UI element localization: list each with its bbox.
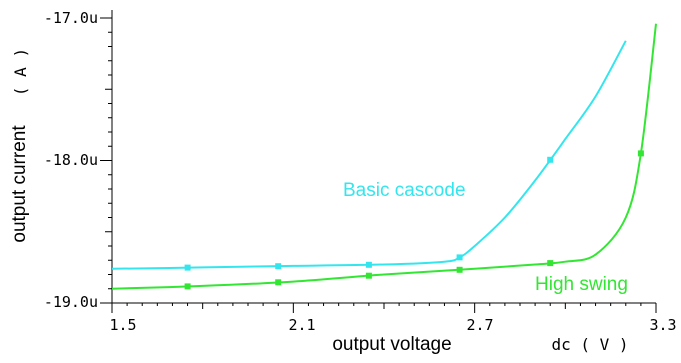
y-tick-label-top: -17.0u <box>44 9 98 27</box>
x-tick-label-4: 3.3 <box>649 316 676 334</box>
series-marker-high-swing <box>365 272 372 279</box>
series-marker-high-swing <box>275 279 282 286</box>
series-marker-high-swing <box>456 266 463 273</box>
series-line-basic-cascode <box>111 40 627 270</box>
y-axis-unit-label: ( A ) <box>11 48 30 96</box>
series-line-high-swing <box>111 23 657 290</box>
series-marker-high-swing <box>184 283 191 290</box>
series-markers <box>184 150 644 290</box>
axes <box>111 10 656 304</box>
series-lines <box>111 23 657 290</box>
annotation-high-swing: High swing <box>535 274 628 295</box>
tick-marks <box>100 17 657 313</box>
x-axis-unit-label: dc ( V ) <box>551 335 628 354</box>
y-tick-label-middle: -18.0u <box>44 151 98 169</box>
annotation-basic-cascode: Basic cascode <box>343 180 466 201</box>
x-axis-label: output voltage <box>332 334 451 355</box>
series-marker-basic-cascode <box>184 264 191 271</box>
series-marker-basic-cascode <box>275 263 282 270</box>
x-tick-label-1: 1.5 <box>109 316 136 334</box>
y-tick-label-bottom: -19.0u <box>44 293 98 311</box>
series-marker-high-swing <box>637 150 644 157</box>
y-axis-label: output current <box>9 125 30 243</box>
x-tick-label-2: 2.1 <box>288 316 315 334</box>
series-marker-high-swing <box>547 260 554 267</box>
x-tick-label-3: 2.7 <box>466 316 493 334</box>
series-marker-basic-cascode <box>456 254 463 261</box>
series-marker-basic-cascode <box>365 261 372 268</box>
series-marker-basic-cascode <box>547 156 554 163</box>
